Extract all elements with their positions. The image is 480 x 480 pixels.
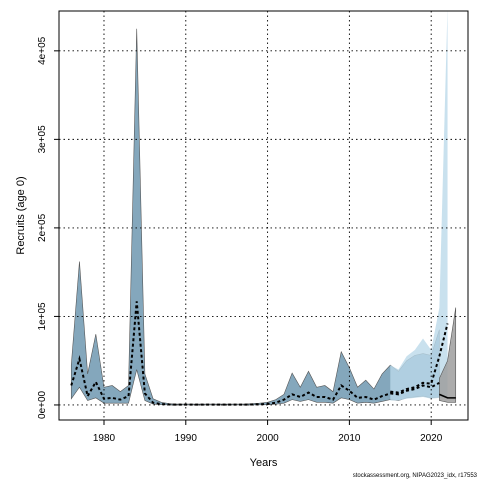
x-axis-title: Years (250, 457, 278, 469)
y-tick-label: 0e+00 (37, 390, 48, 419)
projection-confidence-band (390, 11, 448, 401)
forecast-median-line (439, 393, 456, 399)
plot-frame (58, 10, 469, 421)
projection-median-line (390, 323, 449, 394)
x-tick-label: 2020 (420, 433, 443, 444)
y-tick-label: 4e+05 (37, 36, 48, 65)
y-tick-label: 2e+05 (37, 213, 48, 242)
y-axis-title: Recruits (age 0) (15, 176, 27, 254)
lines-layer (70, 301, 456, 406)
x-tick-label: 2000 (256, 433, 279, 444)
y-tick-label: 1e+05 (37, 302, 48, 331)
y-tick-label: 3e+05 (37, 125, 48, 154)
forecast-confidence-band (439, 307, 457, 403)
credit-annotation: stockassessment.org, NIPAG2023_idx, r175… (353, 473, 478, 479)
x-tick-label: 2010 (338, 433, 361, 444)
axes-layer: 1980 1990 2000 2010 2020 0e+00 1e+05 2e+05 3e+05… (37, 36, 443, 444)
x-tick-label: 1990 (175, 433, 198, 444)
x-tick-label: 1980 (93, 433, 116, 444)
grid-layer (59, 11, 468, 420)
